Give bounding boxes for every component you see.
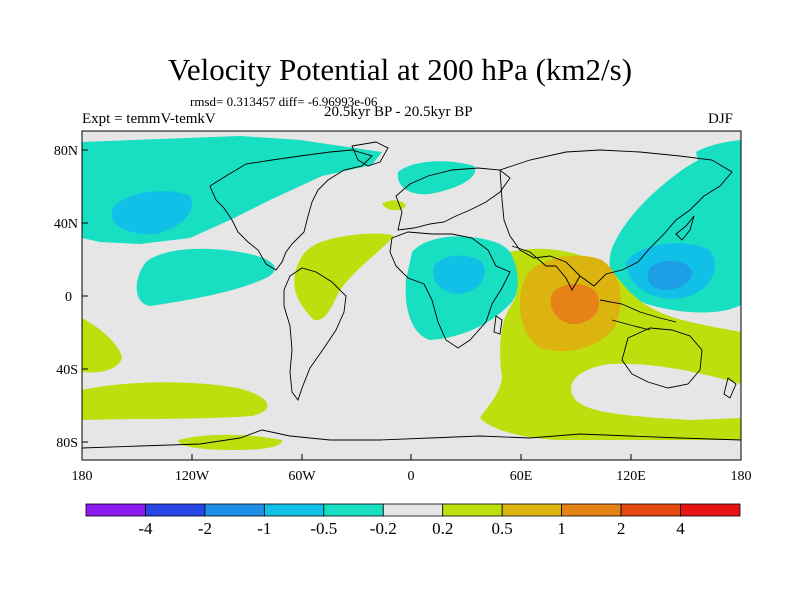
coastline-madagascar (493, 315, 503, 335)
colorbar-label: -4 (138, 519, 153, 538)
coastline-asia (499, 149, 733, 287)
colorbar-swatch (145, 503, 206, 517)
coastline-greenland (351, 141, 389, 167)
colorbar-swatch (323, 503, 384, 517)
colorbar-label: -0.2 (370, 519, 397, 538)
colorbar: -4 -2 -1 -0.5 -0.2 0.2 0.5 1 2 4 (85, 503, 741, 538)
contour-strong-positive-indian-ocean (550, 283, 600, 325)
contour-moderate-negative-north-pacific (111, 191, 193, 235)
colorbar-swatch (680, 503, 741, 517)
lon-label-180e: 180 (731, 469, 752, 484)
colorbar-label: 2 (617, 519, 626, 538)
coastline-arabia-india (511, 245, 581, 291)
coastline-south-america (283, 267, 347, 401)
contour-weak-positive-west-south (82, 318, 122, 373)
coastlines (82, 141, 741, 449)
period-label: 20.5kyr BP - 20.5kyr BP (324, 104, 473, 120)
colorbar-label: -2 (198, 519, 212, 538)
colorbar-swatch (263, 503, 325, 517)
colorbar-swatch (501, 503, 563, 517)
lat-label-0: 0 (65, 290, 72, 305)
colorbar-label: 4 (676, 519, 685, 538)
coastline-europe (395, 167, 511, 231)
colorbar-swatch (382, 503, 444, 517)
lon-label-0: 0 (408, 469, 415, 484)
colorbar-label: -1 (257, 519, 271, 538)
contour-weak-negative-pacific-south (136, 248, 275, 306)
lon-label-60w: 60W (288, 469, 316, 484)
chart-title: Velocity Potential at 200 hPa (km2/s) (167, 52, 633, 87)
coastline-antarctica (82, 429, 741, 449)
lon-label-120e: 120E (616, 469, 646, 484)
lon-label-120w: 120W (175, 469, 210, 484)
season-label: DJF (708, 111, 734, 127)
contour-moderate-negative-africa (433, 255, 485, 294)
lon-axis: 180 120W 60W 0 60E 120E 180 (72, 454, 752, 484)
contour-moderate-negative-west-pacific-core (647, 260, 693, 290)
lat-label-40n: 40N (54, 217, 78, 232)
lat-axis: 80N 40N 0 40S 80S (54, 144, 88, 451)
colorbar-label: -0.5 (310, 519, 337, 538)
map-panel (82, 131, 741, 460)
coastline-maritime-continent (599, 299, 677, 331)
coastline-new-zealand (723, 377, 737, 399)
colorbar-label: 0.5 (492, 519, 513, 538)
colorbar-label: 1 (557, 519, 566, 538)
contour-weak-negative-arctic-east (696, 140, 741, 178)
colorbar-swatch (561, 503, 622, 517)
coastline-japan (675, 215, 695, 241)
coastline-north-america (209, 149, 373, 271)
coastline-australia (621, 327, 703, 389)
colorbar-swatch (620, 503, 681, 517)
experiment-label: Expt = temmV-temkV (82, 111, 216, 127)
contour-weak-positive-atlantic (294, 233, 394, 321)
contour-weak-positive-antarctic (178, 434, 283, 450)
contour-weak-positive-southern-ocean (82, 382, 268, 420)
lon-label-180w: 180 (72, 469, 93, 484)
lat-label-80s: 80S (56, 436, 78, 451)
colorbar-swatch (204, 503, 265, 517)
colorbar-swatch (442, 503, 503, 517)
lat-label-80n: 80N (54, 144, 78, 159)
statistics-label: rmsd= 0.313457 diff= -6.96993e-06 (190, 94, 378, 109)
colorbar-label: 0.2 (432, 519, 453, 538)
lon-label-60e: 60E (510, 469, 533, 484)
coastline-africa (389, 231, 511, 349)
lat-label-40s: 40S (56, 363, 78, 378)
colorbar-swatch (85, 503, 146, 517)
